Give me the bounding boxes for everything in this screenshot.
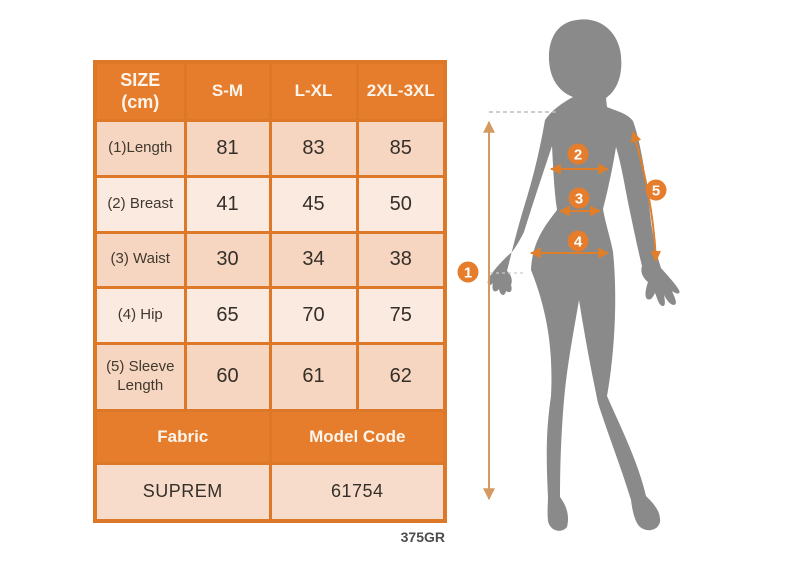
table-row-breast: (2) Breast 41 45 50 <box>93 174 447 234</box>
row-label-sleeve: (5) Sleeve Length <box>93 341 187 412</box>
woman-silhouette-image <box>487 19 680 531</box>
length-2xl3xl: 85 <box>355 118 447 178</box>
size-unit-header: SIZE (cm) <box>93 60 187 122</box>
weight-note: 375GR <box>400 529 445 545</box>
waist-2xl3xl: 38 <box>355 230 447 289</box>
table-row-sleeve: (5) Sleeve Length 60 61 62 <box>93 341 447 412</box>
marker-3-waist: 3 <box>568 187 590 209</box>
breast-sm: 41 <box>183 174 272 234</box>
fabric-value: SUPREM <box>93 461 272 523</box>
table-row-waist: (3) Waist 30 34 38 <box>93 230 447 289</box>
model-code-header: Model Code <box>268 408 447 465</box>
model-code-value: 61754 <box>268 461 447 523</box>
length-sm: 81 <box>183 118 272 178</box>
svg-text:1: 1 <box>464 264 472 281</box>
row-label-waist: (3) Waist <box>93 230 187 289</box>
hip-2xl3xl: 75 <box>355 285 447 345</box>
fabric-header: Fabric <box>93 408 272 465</box>
marker-1-length: 1 <box>457 261 479 283</box>
col-header-lxl: L-XL <box>268 60 359 122</box>
table-row-hip: (4) Hip 65 70 75 <box>93 285 447 345</box>
info-values-row: SUPREM 61754 <box>93 461 447 523</box>
svg-text:3: 3 <box>575 190 583 207</box>
row-label-breast: (2) Breast <box>93 174 187 234</box>
hip-lxl: 70 <box>268 285 359 345</box>
hip-sm: 65 <box>183 285 272 345</box>
svg-text:4: 4 <box>574 233 583 250</box>
row-label-length: (1)Length <box>93 118 187 178</box>
info-header-row: Fabric Model Code <box>93 408 447 465</box>
sleeve-sm: 60 <box>183 341 272 412</box>
size-table: SIZE (cm) S-M L-XL 2XL-3XL (1)Length 81 … <box>93 60 447 523</box>
sleeve-2xl3xl: 62 <box>355 341 447 412</box>
measurement-diagram: 1 2 3 4 5 <box>457 19 680 531</box>
col-header-sm: S-M <box>183 60 272 122</box>
marker-5-sleeve: 5 <box>645 179 667 201</box>
row-label-hip: (4) Hip <box>93 285 187 345</box>
table-row-length: (1)Length 81 83 85 <box>93 118 447 178</box>
col-header-2xl3xl: 2XL-3XL <box>355 60 447 122</box>
length-lxl: 83 <box>268 118 359 178</box>
breast-2xl3xl: 50 <box>355 174 447 234</box>
svg-text:5: 5 <box>652 182 660 199</box>
sleeve-lxl: 61 <box>268 341 359 412</box>
waist-sm: 30 <box>183 230 272 289</box>
size-table-header-row: SIZE (cm) S-M L-XL 2XL-3XL <box>93 60 447 122</box>
marker-4-hip: 4 <box>567 230 589 252</box>
waist-lxl: 34 <box>268 230 359 289</box>
breast-lxl: 45 <box>268 174 359 234</box>
marker-2-breast: 2 <box>567 143 589 165</box>
svg-text:2: 2 <box>574 146 582 163</box>
